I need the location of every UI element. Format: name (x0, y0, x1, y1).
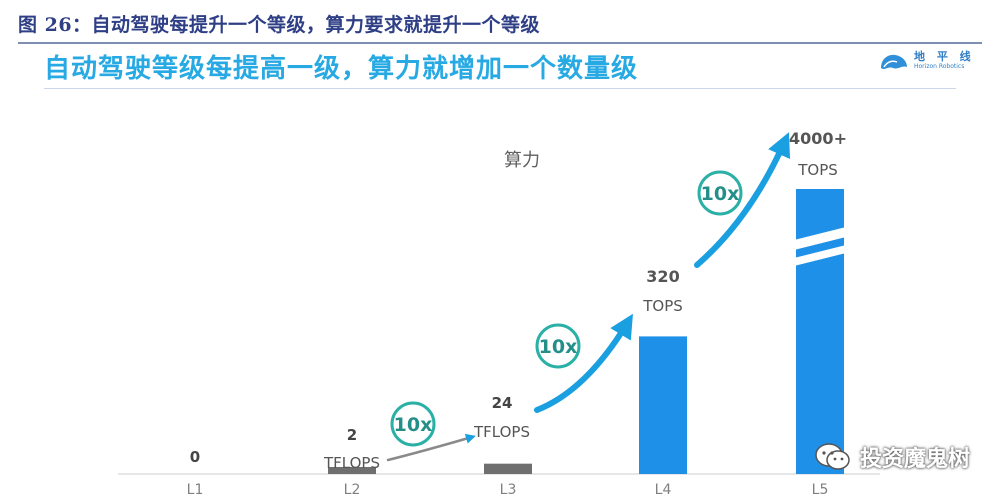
growth-badge-label-L4-L5: 10x (701, 183, 740, 205)
growth-badge-label-L2-L3: 10x (394, 414, 433, 436)
data-label-value-L5: 4000+ (789, 129, 847, 148)
chart-subtitle: 自动驾驶等级每提高一级，算力就增加一个数量级 (44, 54, 639, 84)
brand-subtitle: Horizon Robotics (914, 63, 965, 70)
bar-L3 (484, 463, 532, 474)
brand-logo: 地 平 线 Horizon Robotics (878, 48, 978, 78)
tick-label-L2: L2 (344, 482, 361, 498)
wechat-icon (815, 443, 850, 470)
bar-L4 (639, 336, 687, 474)
data-label-value-L3: 24 (492, 394, 513, 412)
growth-badge-L4-L5 (697, 170, 743, 216)
tick-label-L4: L4 (655, 482, 672, 498)
data-label-value-L1: 0 (190, 448, 200, 466)
growth-arrow-L3-L4 (534, 313, 633, 413)
tick-label-L5: L5 (812, 482, 829, 498)
tick-label-L3: L3 (500, 482, 517, 498)
data-label-unit-L3: TFLOPS (473, 423, 530, 441)
watermark-text: 投资魔鬼树 (859, 447, 970, 472)
caption-divider (18, 42, 982, 44)
bar-L2 (328, 467, 376, 474)
axis-break-gap-lower (790, 244, 850, 267)
growth-arrow-L4-L5 (694, 132, 791, 268)
data-label-unit-L5: TOPS (797, 161, 838, 179)
series-label: 算力 (504, 150, 540, 171)
header-divider (44, 88, 956, 89)
growth-badge-L2-L3 (390, 401, 436, 447)
tick-label-L1: L1 (187, 482, 204, 498)
data-label-value-L4: 320 (646, 267, 679, 286)
data-label-unit-L4: TOPS (642, 297, 683, 315)
brand-name: 地 平 线 (914, 50, 975, 63)
horizon-logo-icon (881, 54, 907, 69)
growth-badge-label-L3-L4: 10x (539, 336, 578, 358)
growth-arrow-L2-L3 (386, 433, 476, 462)
watermark: 投资魔鬼树 (814, 442, 970, 472)
axis-break-gap-upper (790, 226, 850, 251)
growth-badge-L3-L4 (535, 323, 581, 369)
figure-caption: 图 26：自动驾驶每提升一个等级，算力要求就提升一个等级 (18, 14, 541, 36)
data-label-value-L2: 2 (347, 426, 357, 444)
data-label-unit-L2: TFLOPS (323, 454, 380, 472)
